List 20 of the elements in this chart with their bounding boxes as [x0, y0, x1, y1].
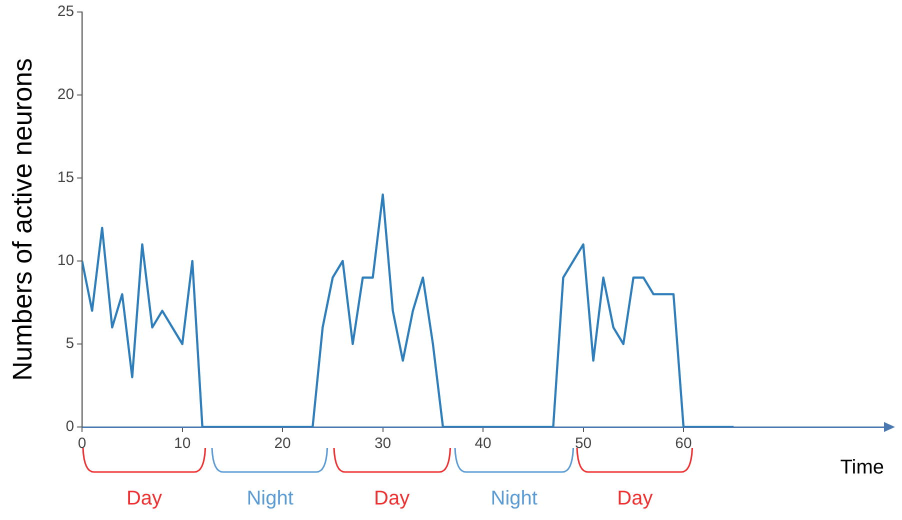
text: Day	[126, 488, 162, 510]
text: Night	[246, 488, 294, 510]
x-axis-title: Time	[840, 456, 884, 479]
x-tick-label: 0	[78, 435, 86, 452]
text: Day	[374, 488, 410, 510]
x-tick-label: 10	[174, 435, 191, 452]
x-tick-label: 20	[274, 435, 291, 452]
text: Day	[617, 488, 653, 510]
x-tick-label: 30	[374, 435, 392, 452]
y-tick-label: 25	[57, 3, 74, 20]
y-axis-title: Numbers of active neurons	[8, 58, 38, 381]
y-tick-label: 5	[66, 335, 74, 352]
y-tick-label: 15	[57, 169, 74, 186]
text: Night	[490, 488, 538, 510]
x-tick-label: 60	[675, 435, 692, 452]
y-tick-label: 0	[66, 418, 74, 436]
y-tick-label: 10	[57, 252, 74, 270]
x-tick-label: 40	[474, 435, 492, 452]
y-tick-label: 20	[57, 86, 74, 104]
x-tick-label: 50	[574, 435, 592, 452]
